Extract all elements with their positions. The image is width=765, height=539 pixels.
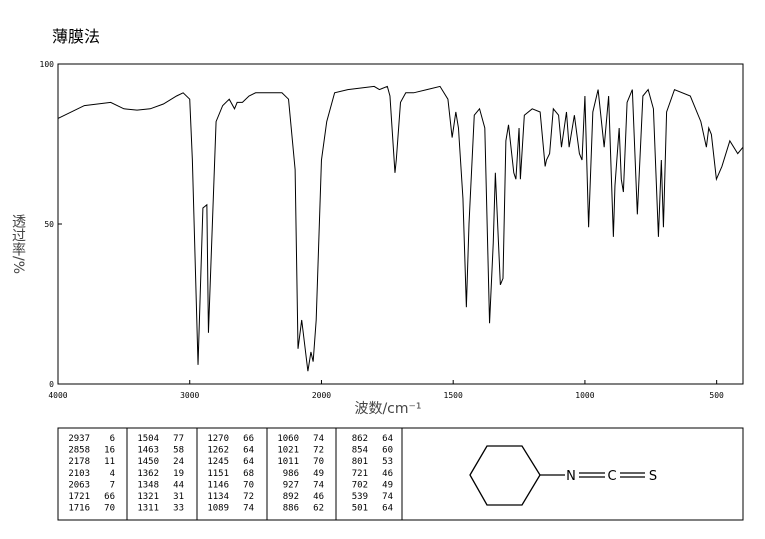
peak-transmittance: 16 xyxy=(104,446,115,456)
peak-wavenumber: 892 xyxy=(283,492,299,502)
peak-transmittance: 66 xyxy=(104,492,115,502)
chart-title: 薄膜法 xyxy=(52,27,100,46)
peak-transmittance: 24 xyxy=(173,457,184,467)
peak-wavenumber: 2937 xyxy=(68,434,90,444)
peak-wavenumber: 1151 xyxy=(207,469,229,479)
y-tick-label: 0 xyxy=(49,380,54,389)
atom-label: S xyxy=(649,469,657,484)
peak-wavenumber: 501 xyxy=(352,504,368,514)
peak-wavenumber: 1321 xyxy=(137,492,159,502)
peak-wavenumber: 2103 xyxy=(68,469,90,479)
x-tick-label: 500 xyxy=(709,391,724,400)
peak-wavenumber: 854 xyxy=(352,446,368,456)
peak-wavenumber: 1089 xyxy=(207,504,229,514)
peak-wavenumber: 986 xyxy=(283,469,299,479)
peak-wavenumber: 2858 xyxy=(68,446,90,456)
peak-transmittance: 19 xyxy=(173,469,184,479)
x-tick-label: 2000 xyxy=(312,391,331,400)
peak-wavenumber: 1134 xyxy=(207,492,229,502)
peak-wavenumber: 1348 xyxy=(137,480,159,490)
peak-transmittance: 64 xyxy=(243,446,254,456)
peak-transmittance: 70 xyxy=(243,480,254,490)
peak-transmittance: 49 xyxy=(313,469,324,479)
x-tick-label: 1000 xyxy=(575,391,594,400)
peak-wavenumber: 862 xyxy=(352,434,368,444)
peak-wavenumber: 721 xyxy=(352,469,368,479)
peak-wavenumber: 2063 xyxy=(68,480,90,490)
peak-transmittance: 64 xyxy=(382,504,393,514)
peak-transmittance: 53 xyxy=(382,457,393,467)
peak-transmittance: 72 xyxy=(243,492,254,502)
peak-transmittance: 11 xyxy=(104,457,115,467)
peak-transmittance: 64 xyxy=(243,457,254,467)
peak-wavenumber: 1270 xyxy=(207,434,229,444)
peak-transmittance: 60 xyxy=(382,446,393,456)
peak-wavenumber: 1311 xyxy=(137,504,159,514)
table-frame xyxy=(57,427,744,521)
peak-wavenumber: 801 xyxy=(352,457,368,467)
peak-wavenumber: 927 xyxy=(283,480,299,490)
peak-transmittance: 68 xyxy=(243,469,254,479)
spectrum-line xyxy=(57,85,744,372)
y-tick-label: 50 xyxy=(44,220,54,229)
peak-wavenumber: 1011 xyxy=(277,457,299,467)
peak-transmittance: 74 xyxy=(243,504,254,514)
ring xyxy=(469,445,541,506)
peak-wavenumber: 1146 xyxy=(207,480,229,490)
peak-transmittance: 31 xyxy=(173,492,184,502)
peak-transmittance: 74 xyxy=(313,480,324,490)
peak-transmittance: 64 xyxy=(382,434,393,444)
peak-transmittance: 6 xyxy=(110,434,115,444)
y-tick-label: 100 xyxy=(40,60,55,69)
peak-transmittance: 44 xyxy=(173,480,184,490)
x-tick-label: 1500 xyxy=(444,391,463,400)
peak-transmittance: 74 xyxy=(313,434,324,444)
peak-wavenumber: 1450 xyxy=(137,457,159,467)
peak-transmittance: 70 xyxy=(104,504,115,514)
x-axis-label: 波数/cm⁻¹ xyxy=(354,401,421,417)
peak-transmittance: 7 xyxy=(110,480,115,490)
x-tick-label: 4000 xyxy=(48,391,67,400)
peak-wavenumber: 702 xyxy=(352,480,368,490)
peak-wavenumber: 1463 xyxy=(137,446,159,456)
peak-wavenumber: 2178 xyxy=(68,457,90,467)
y-axis-label: 透过率/% xyxy=(10,214,26,274)
peak-wavenumber: 1262 xyxy=(207,446,229,456)
peak-wavenumber: 1060 xyxy=(277,434,299,444)
plot-frame xyxy=(57,63,744,385)
peak-transmittance: 33 xyxy=(173,504,184,514)
x-tick-label: 3000 xyxy=(180,391,199,400)
peak-transmittance: 4 xyxy=(110,469,115,479)
peak-transmittance: 70 xyxy=(313,457,324,467)
peak-wavenumber: 1721 xyxy=(68,492,90,502)
peak-wavenumber: 1021 xyxy=(277,446,299,456)
atom-label: N xyxy=(566,469,576,484)
peak-transmittance: 62 xyxy=(313,504,324,514)
peak-transmittance: 72 xyxy=(313,446,324,456)
peak-wavenumber: 1362 xyxy=(137,469,159,479)
peak-wavenumber: 1716 xyxy=(68,504,90,514)
atom-label: C xyxy=(607,469,616,484)
peak-wavenumber: 539 xyxy=(352,492,368,502)
peak-wavenumber: 1245 xyxy=(207,457,229,467)
peak-transmittance: 66 xyxy=(243,434,254,444)
peak-transmittance: 74 xyxy=(382,492,393,502)
peak-transmittance: 46 xyxy=(382,469,393,479)
cyclohexane-ring xyxy=(469,445,645,506)
peak-transmittance: 58 xyxy=(173,446,184,456)
peak-transmittance: 46 xyxy=(313,492,324,502)
peak-transmittance: 77 xyxy=(173,434,184,444)
peak-wavenumber: 1504 xyxy=(137,434,159,444)
peak-wavenumber: 886 xyxy=(283,504,299,514)
peak-transmittance: 49 xyxy=(382,480,393,490)
